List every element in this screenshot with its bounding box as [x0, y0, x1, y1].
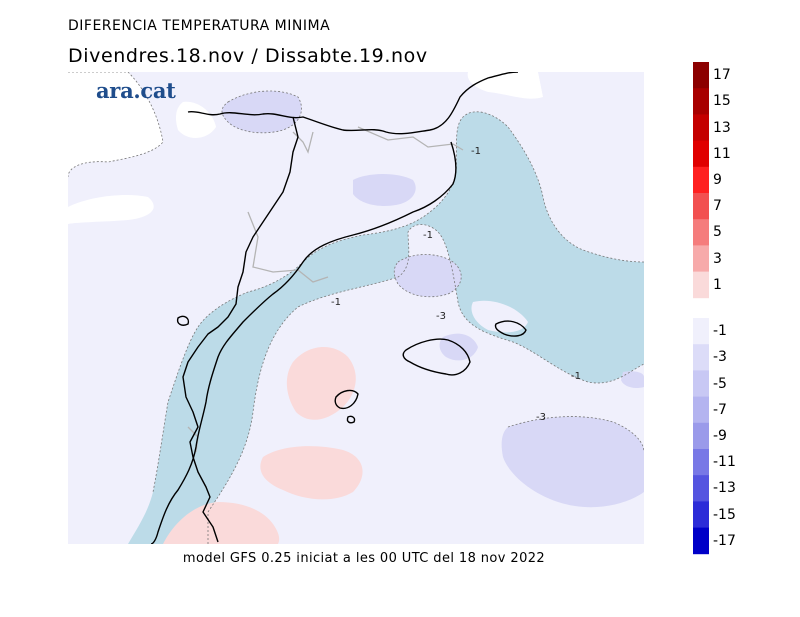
ara-logo: ara.cat — [96, 78, 176, 103]
map-canvas: -1 -1 -1 -3 -1 -3 — [68, 72, 644, 544]
legend-swatch — [693, 140, 709, 168]
white-area — [175, 101, 216, 138]
legend-label: -9 — [713, 427, 727, 444]
legend-label: -1 — [713, 323, 727, 340]
legend-swatch — [693, 245, 709, 272]
contour-label: -3 — [436, 311, 446, 322]
legend-label: 13 — [713, 119, 731, 136]
coastline — [187, 72, 519, 135]
legend-swatch — [693, 344, 709, 371]
legend-label: 15 — [713, 93, 731, 110]
island-islet — [176, 315, 190, 326]
contour-line — [207, 224, 644, 544]
island-menorca — [494, 320, 527, 337]
legend-swatch — [693, 475, 709, 502]
map-panel: -1 -1 -1 -3 -1 -3 — [68, 72, 644, 544]
legend-label: 9 — [713, 171, 722, 188]
island-ibiza — [334, 389, 359, 410]
contour-label: -3 — [536, 412, 546, 423]
sea-region — [128, 111, 644, 544]
border-line — [247, 211, 329, 283]
contour-line — [507, 416, 644, 453]
pink-area — [163, 502, 280, 544]
legend-swatch — [693, 114, 709, 141]
legend-label: 1 — [713, 276, 722, 293]
legend-swatch — [693, 422, 709, 450]
legend-label: -5 — [713, 375, 727, 392]
contour-label: -1 — [571, 371, 581, 382]
coastline — [150, 141, 457, 544]
legend-swatch — [693, 193, 709, 220]
legend-swatch — [693, 396, 709, 424]
legend-label: 17 — [713, 67, 731, 84]
legend-swatch — [693, 88, 709, 115]
white-area — [68, 72, 163, 177]
island-formentera — [346, 415, 356, 424]
contour-line — [393, 254, 462, 298]
pink-area — [286, 346, 356, 420]
lilac-area — [353, 174, 416, 206]
island-mallorca — [402, 338, 471, 376]
border-line — [357, 126, 464, 151]
contour-line — [152, 111, 644, 493]
legend-positive-bar — [693, 62, 709, 299]
legend-swatch — [693, 219, 709, 246]
chart-title: DIFERENCIA TEMPERATURA MINIMA — [68, 18, 331, 34]
lilac-area — [621, 371, 644, 389]
legend-label: 11 — [713, 145, 731, 162]
legend-label: 7 — [713, 198, 722, 215]
contour-line — [221, 90, 302, 134]
legend-swatch — [693, 271, 709, 299]
contour-label: -1 — [471, 146, 481, 157]
white-area — [68, 195, 154, 224]
legend-label: 5 — [713, 224, 722, 241]
legend-label: -11 — [713, 454, 736, 471]
contour-label: -1 — [423, 230, 433, 241]
pink-area — [260, 446, 363, 500]
legend-label: -15 — [713, 506, 736, 523]
legend-label: -17 — [713, 532, 736, 549]
legend-label: -13 — [713, 480, 736, 497]
white-area — [471, 300, 528, 333]
legend-label: -3 — [713, 349, 727, 366]
legend-swatch — [693, 370, 709, 397]
chart-subtitle: Divendres.18.nov / Dissabte.19.nov — [68, 45, 428, 67]
legend-swatch — [693, 318, 709, 345]
legend-negative-bar — [693, 318, 709, 555]
legend-swatch — [693, 449, 709, 476]
legend-swatch — [693, 501, 709, 528]
legend-swatch — [693, 62, 709, 89]
lilac-area — [501, 416, 644, 508]
legend-swatch — [693, 166, 709, 194]
lilac-area — [394, 254, 462, 297]
coastline — [182, 116, 299, 543]
model-caption: model GFS 0.25 iniciat a les 00 UTC del … — [182, 551, 546, 566]
lilac-area — [222, 90, 302, 133]
legend-label: 3 — [713, 250, 722, 267]
contour-label: -1 — [331, 297, 341, 308]
legend-label: -7 — [713, 401, 727, 418]
